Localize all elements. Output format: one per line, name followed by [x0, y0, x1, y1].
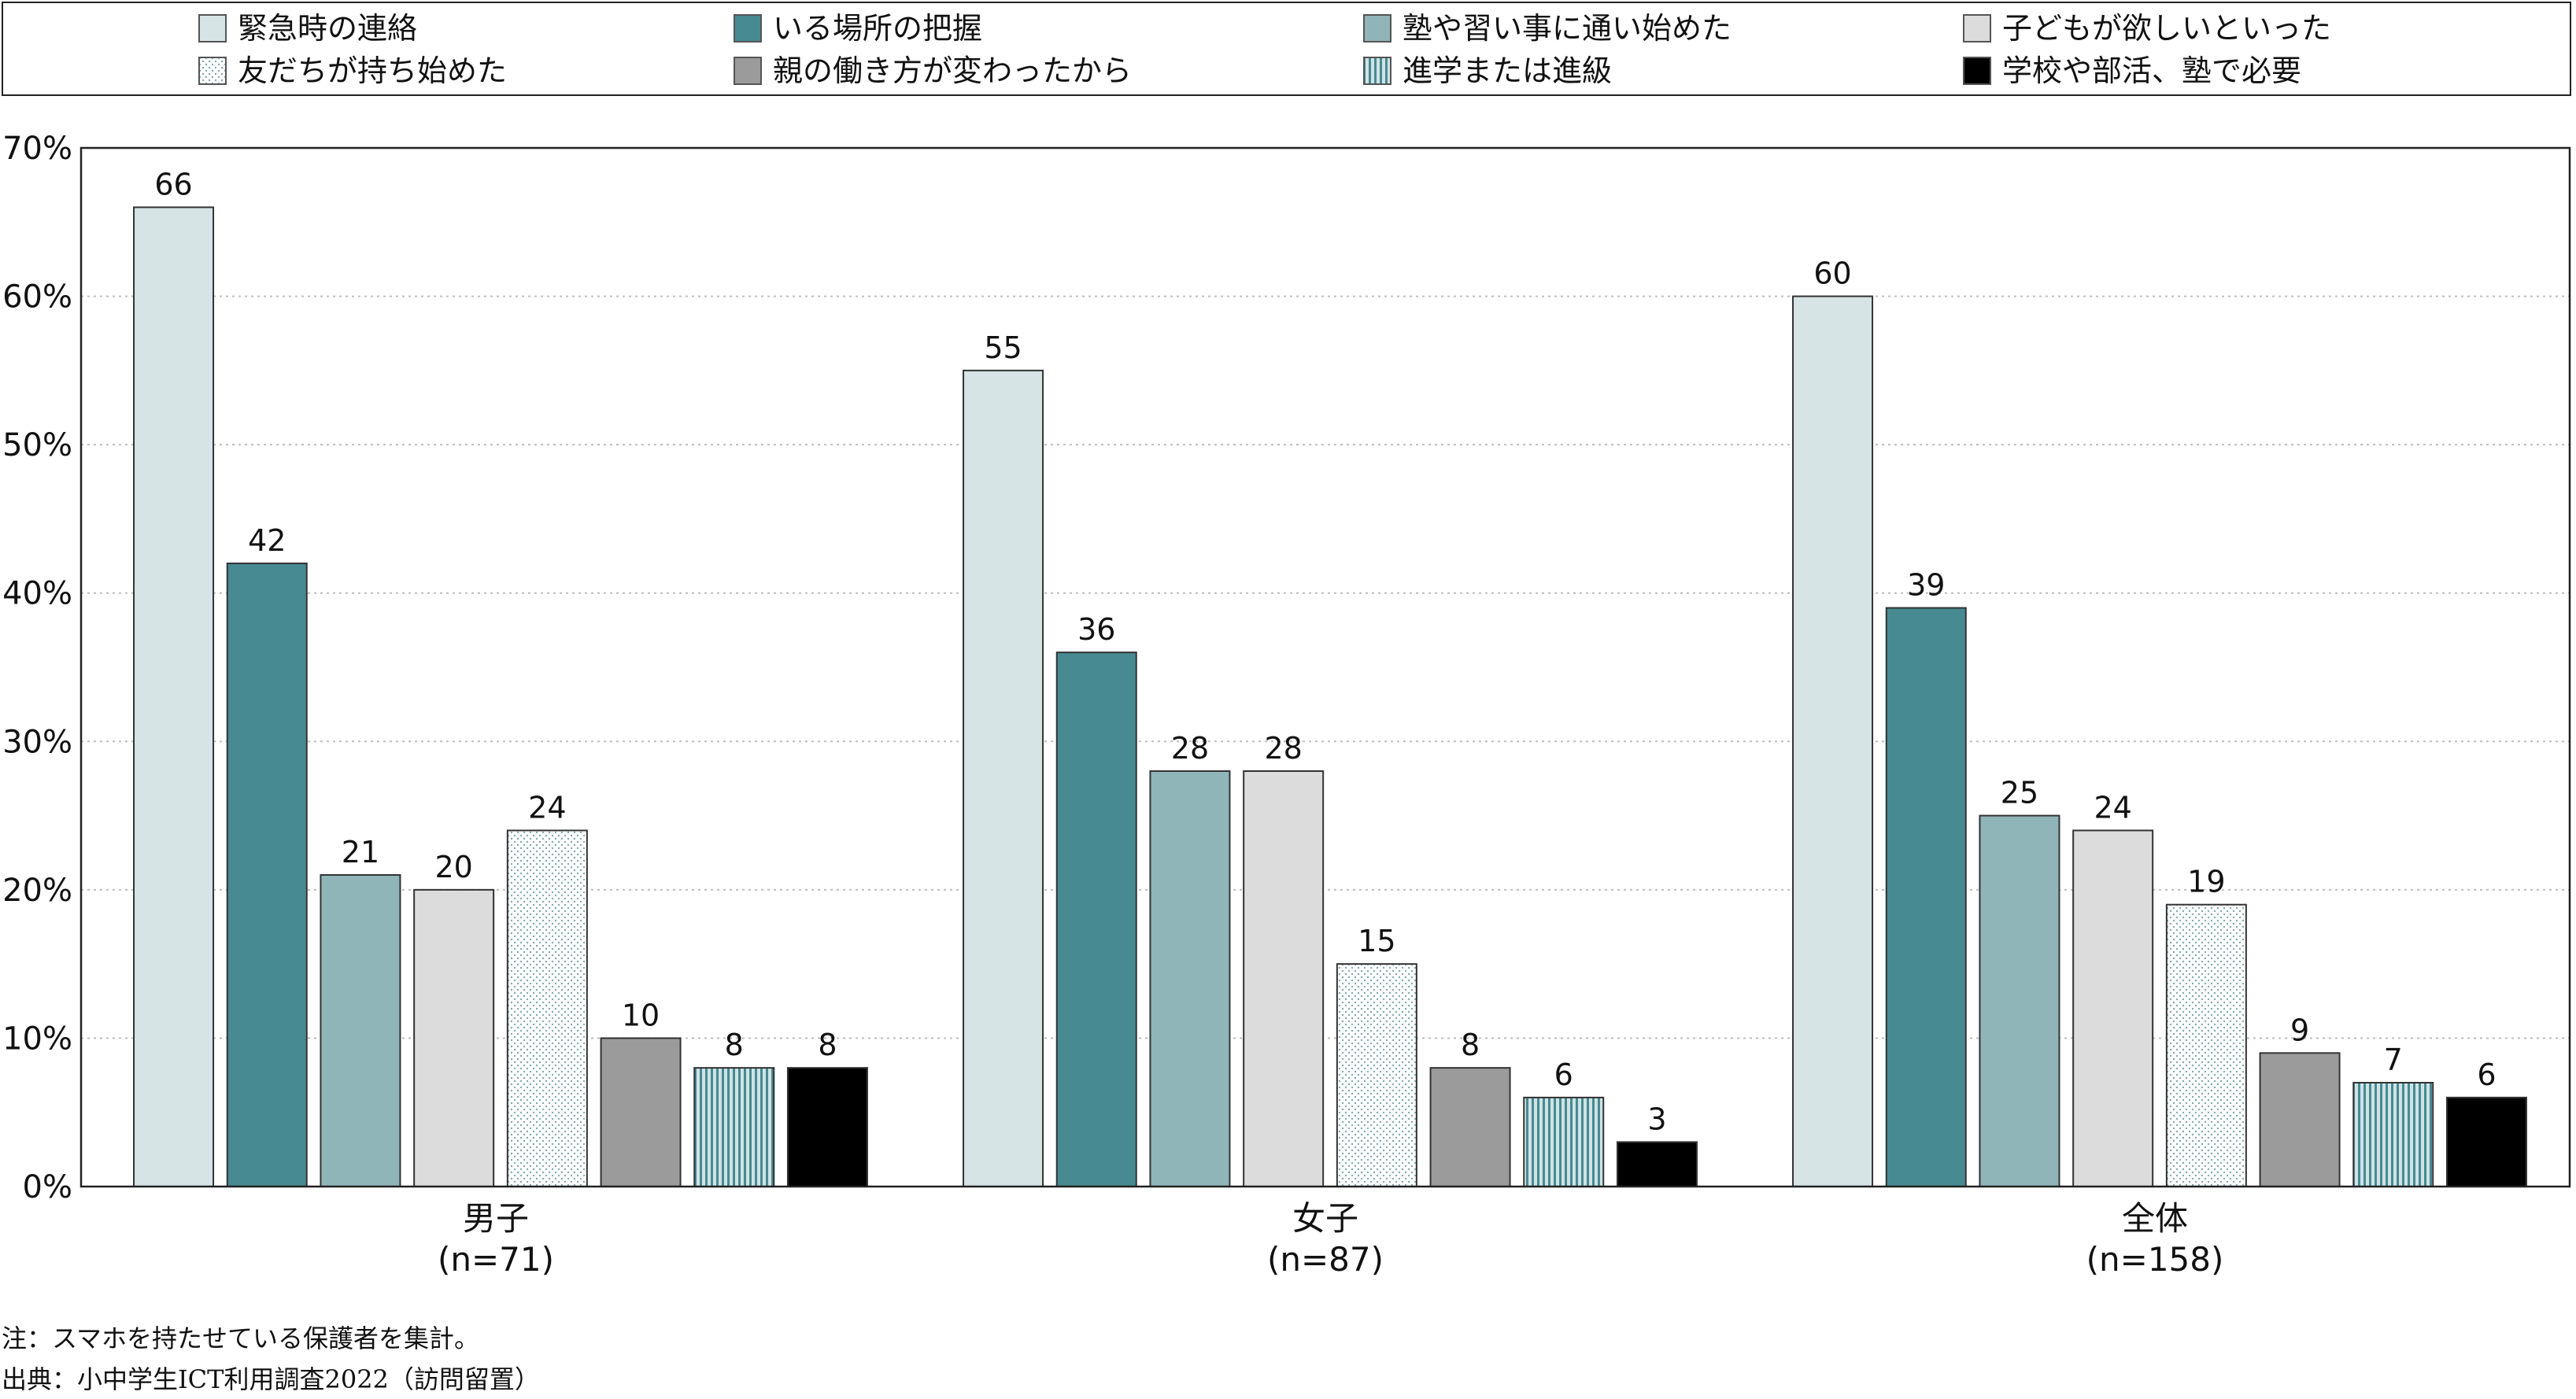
- bar: [1616, 1141, 1698, 1188]
- data-label: 15: [1358, 924, 1395, 958]
- data-label: 55: [984, 330, 1022, 365]
- category-label: 女子: [1292, 1199, 1358, 1238]
- data-label: 42: [248, 523, 286, 558]
- legend-label: いる場所の把握: [773, 11, 983, 46]
- bar: [1792, 295, 1874, 1188]
- y-tick-label: 60%: [2, 279, 72, 316]
- bar: [226, 563, 308, 1187]
- y-tick-label: 10%: [2, 1021, 72, 1057]
- legend-swatch: [1963, 14, 1991, 42]
- legend-item: 友だちが持ち始めた: [198, 52, 507, 90]
- bar: [963, 369, 1044, 1187]
- category-n-label: (n=71): [438, 1240, 554, 1279]
- bar: [2445, 1096, 2527, 1188]
- data-label: 24: [528, 790, 566, 825]
- bar: [1055, 652, 1137, 1187]
- category-n-label: (n=158): [2086, 1240, 2224, 1279]
- bar: [1149, 770, 1231, 1187]
- legend-swatch: [1963, 57, 1991, 85]
- legend-item: 塾や習い事に通い始めた: [1363, 9, 1732, 47]
- data-label: 6: [1554, 1058, 1573, 1092]
- data-label: 7: [2384, 1043, 2403, 1077]
- data-label: 36: [1077, 612, 1115, 647]
- data-label: 21: [342, 835, 379, 869]
- plot-frame: [79, 146, 2571, 1188]
- y-tick-label: 70%: [2, 131, 72, 167]
- y-tick-label: 20%: [2, 873, 72, 909]
- data-label: 20: [434, 850, 472, 884]
- data-label: 25: [2001, 776, 2038, 810]
- y-tick-label: 40%: [2, 576, 72, 612]
- legend-label: 子どもが欲しいといった: [2002, 11, 2332, 46]
- legend-swatch: [1363, 14, 1391, 42]
- legend-item: 親の働き方が変わったから: [734, 52, 1132, 90]
- bar: [1979, 814, 2060, 1187]
- legend-item: 進学または進級: [1363, 52, 1612, 90]
- bar: [1429, 1067, 1511, 1187]
- bar: [1243, 770, 1325, 1187]
- category-label: 男子: [463, 1199, 529, 1238]
- category-n-label: (n=87): [1267, 1240, 1384, 1279]
- legend-item: 緊急時の連絡: [198, 9, 417, 47]
- bar: [600, 1037, 682, 1188]
- legend-label: 友だちが持ち始めた: [238, 54, 508, 88]
- legend-swatch: [1363, 57, 1391, 85]
- data-label: 28: [1171, 731, 1209, 766]
- legend-swatch: [734, 57, 762, 85]
- legend-swatch: [198, 57, 227, 85]
- y-tick-label: 50%: [2, 427, 72, 463]
- legend-item: いる場所の把握: [734, 9, 982, 47]
- legend: 緊急時の連絡 いる場所の把握 塾や習い事に通い始めた 子どもが欲しいといった友だちが持…: [2, 2, 2571, 96]
- data-label: 8: [818, 1028, 837, 1062]
- source-text: 出典：小中学生ICT利用調査2022（訪問留置）: [2, 1364, 540, 1394]
- legend-item: 子どもが欲しいといった: [1963, 9, 2331, 47]
- data-label: 39: [1907, 568, 1945, 603]
- bar: [2072, 829, 2154, 1188]
- bar: [506, 829, 588, 1188]
- data-label: 24: [2094, 790, 2131, 825]
- data-label: 6: [2477, 1058, 2496, 1092]
- data-label: 3: [1647, 1102, 1666, 1136]
- data-label: 28: [1264, 731, 1302, 766]
- data-label: 19: [2187, 865, 2225, 899]
- bar: [2165, 903, 2247, 1187]
- bar: [1523, 1096, 1605, 1188]
- data-label: 8: [725, 1028, 744, 1062]
- legend-label: 緊急時の連絡: [238, 11, 418, 46]
- bar: [320, 874, 401, 1187]
- bar: [133, 206, 215, 1187]
- data-label: 9: [2290, 1013, 2309, 1047]
- y-tick-label: 30%: [2, 724, 72, 760]
- data-label: 60: [1813, 257, 1851, 291]
- note-text: 注：スマホを持たせている保護者を集計。: [2, 1323, 480, 1353]
- y-tick-label: 0%: [23, 1169, 72, 1205]
- data-label: 8: [1461, 1028, 1480, 1062]
- data-label: 66: [154, 167, 192, 201]
- legend-label: 学校や部活、塾で必要: [2002, 54, 2302, 88]
- data-label: 10: [622, 998, 660, 1032]
- legend-label: 親の働き方が変わったから: [773, 54, 1133, 88]
- legend-swatch: [734, 14, 762, 42]
- bar: [413, 888, 495, 1188]
- bar: [1885, 607, 1967, 1187]
- bar: [2352, 1082, 2434, 1187]
- bar: [786, 1067, 868, 1187]
- category-label: 全体: [2122, 1199, 2188, 1238]
- bar: [693, 1067, 775, 1187]
- legend-label: 塾や習い事に通い始めた: [1403, 11, 1732, 46]
- legend-item: 学校や部活、塾で必要: [1963, 52, 2301, 90]
- bar: [1336, 963, 1417, 1187]
- legend-label: 進学または進級: [1403, 54, 1613, 88]
- bar: [2259, 1052, 2341, 1188]
- legend-swatch: [198, 14, 227, 42]
